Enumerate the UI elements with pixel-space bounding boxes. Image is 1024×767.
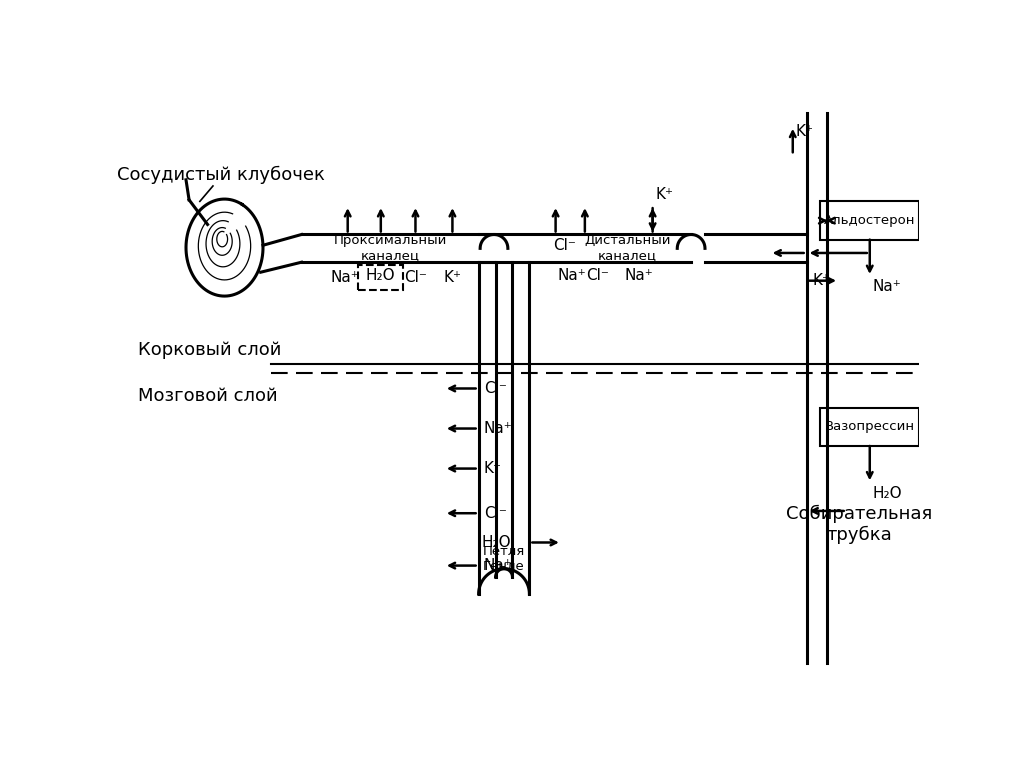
FancyBboxPatch shape: [820, 408, 920, 446]
Text: K⁺: K⁺: [796, 123, 814, 139]
Text: K⁺: K⁺: [443, 270, 462, 285]
Text: Мозговой слой: Мозговой слой: [138, 387, 278, 406]
Text: Дистальный
каналец: Дистальный каналец: [584, 235, 671, 262]
Text: H₂O: H₂O: [481, 535, 511, 550]
Text: Альдостерон: Альдостерон: [824, 214, 915, 227]
Text: H₂O: H₂O: [366, 268, 395, 283]
Text: Cl⁻: Cl⁻: [587, 268, 609, 283]
Text: Na⁺: Na⁺: [484, 421, 513, 436]
Text: Na⁺: Na⁺: [331, 270, 359, 285]
FancyBboxPatch shape: [820, 202, 920, 240]
Text: K⁺: K⁺: [484, 461, 502, 476]
Text: Корковый слой: Корковый слой: [138, 341, 282, 359]
Text: Na⁺: Na⁺: [484, 558, 513, 573]
Text: Cl⁻: Cl⁻: [484, 381, 507, 396]
Text: K⁺: K⁺: [655, 187, 674, 202]
Text: Проксимальный
каналец: Проксимальный каналец: [334, 235, 446, 262]
Text: Na⁺: Na⁺: [872, 279, 901, 295]
Text: Собирательная
трубка: Собирательная трубка: [786, 505, 933, 545]
FancyBboxPatch shape: [358, 265, 403, 290]
Text: H₂O: H₂O: [872, 486, 902, 501]
Text: Сосудистый клубочек: Сосудистый клубочек: [117, 166, 325, 184]
Text: Cl⁻: Cl⁻: [553, 238, 577, 253]
Text: Вазопрессин: Вазопрессин: [824, 420, 914, 433]
Text: K⁺: K⁺: [813, 273, 830, 288]
Text: Петля
Генле: Петля Генле: [483, 545, 525, 574]
Text: Na⁺: Na⁺: [625, 268, 653, 283]
Text: Cl⁻: Cl⁻: [404, 270, 427, 285]
Text: Na⁺: Na⁺: [558, 268, 587, 283]
Text: Cl⁻: Cl⁻: [484, 505, 507, 521]
